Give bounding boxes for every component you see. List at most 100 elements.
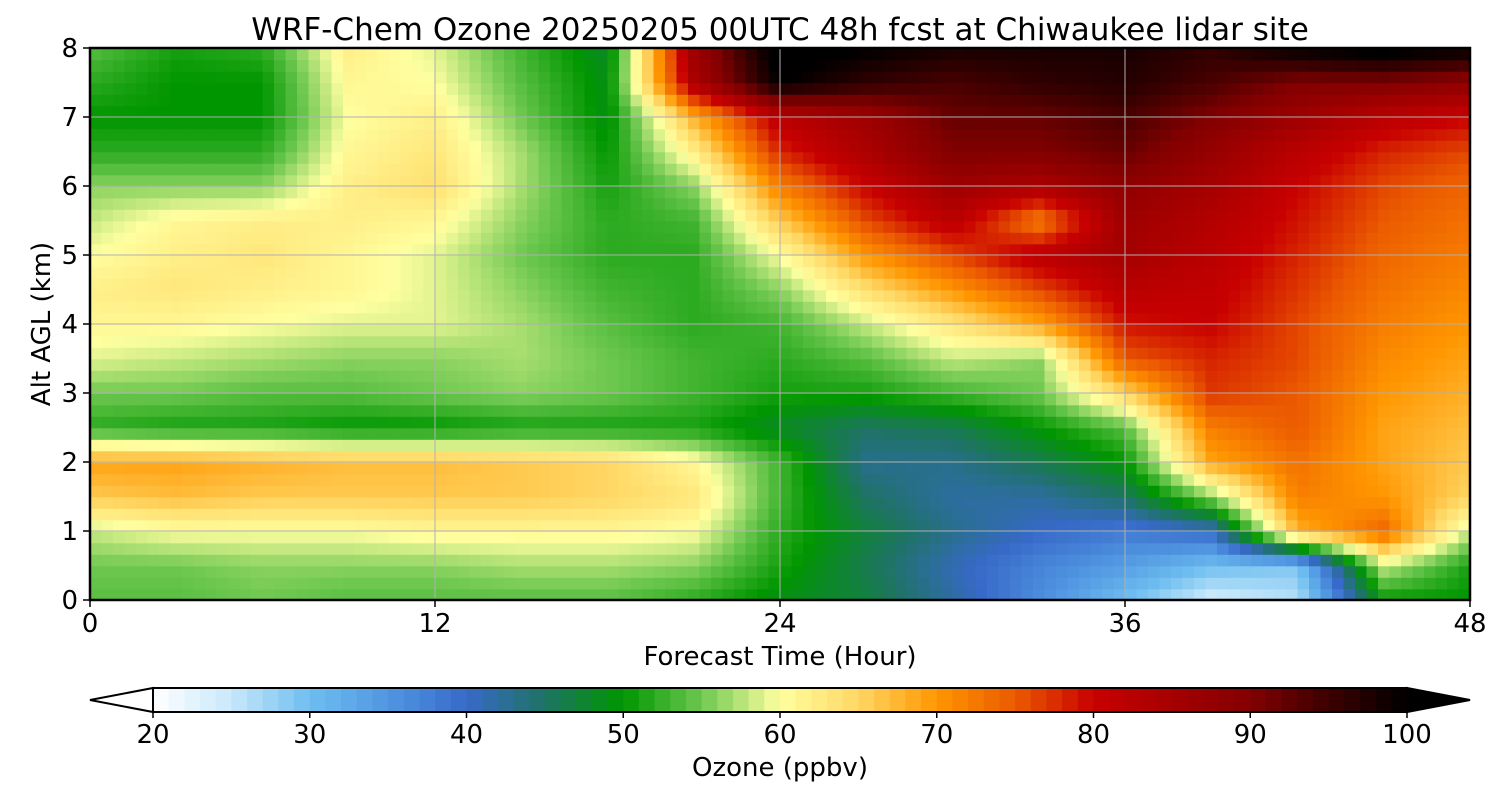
heat-cell: [205, 542, 218, 555]
heat-cell: [550, 278, 563, 291]
heat-cell: [320, 266, 333, 279]
heat-cell: [251, 358, 264, 371]
heat-cell: [504, 427, 517, 440]
heat-cell: [481, 301, 494, 314]
heat-cell: [1297, 324, 1310, 337]
heat-cell: [504, 117, 517, 130]
heat-cell: [1194, 370, 1207, 383]
heat-cell: [745, 404, 758, 417]
heat-cell: [676, 496, 689, 509]
heat-cell: [193, 312, 206, 325]
heat-cell: [1044, 554, 1057, 567]
heat-cell: [1021, 163, 1034, 176]
heat-cell: [228, 232, 241, 245]
heat-cell: [849, 209, 862, 222]
heat-cell: [193, 462, 206, 475]
heat-cell: [1332, 393, 1345, 406]
heat-cell: [1424, 209, 1437, 222]
heat-cell: [1401, 404, 1414, 417]
heat-cell: [354, 220, 367, 233]
heat-cell: [1205, 278, 1218, 291]
heat-cell: [1251, 186, 1264, 199]
heat-cell: [837, 542, 850, 555]
heat-cell: [964, 312, 977, 325]
heat-cell: [262, 117, 275, 130]
heat-cell: [642, 197, 655, 210]
heat-cell: [400, 163, 413, 176]
heat-cell: [1320, 519, 1333, 532]
heat-cell: [182, 450, 195, 463]
heat-cell: [1217, 416, 1230, 429]
heat-cell: [676, 128, 689, 141]
heat-cell: [676, 450, 689, 463]
heat-cell: [1251, 151, 1264, 164]
heat-cell: [1263, 197, 1276, 210]
heat-cell: [1182, 588, 1195, 600]
heat-cell: [722, 289, 735, 302]
heat-cell: [1090, 358, 1103, 371]
heat-cell: [1090, 266, 1103, 279]
heat-cell: [412, 232, 425, 245]
heat-cell: [895, 439, 908, 452]
heat-cell: [239, 140, 252, 153]
heat-cell: [228, 393, 241, 406]
heat-cell: [1044, 485, 1057, 498]
heat-cell: [952, 462, 965, 475]
heat-cell: [1332, 427, 1345, 440]
heat-cell: [803, 358, 816, 371]
heat-cell: [1079, 370, 1092, 383]
heat-cell: [170, 496, 183, 509]
heat-cell: [481, 416, 494, 429]
heat-cell: [1113, 335, 1126, 348]
heat-cell: [1159, 519, 1172, 532]
heat-cell: [216, 117, 229, 130]
heat-cell: [768, 197, 781, 210]
heat-cell: [860, 220, 873, 233]
heat-cell: [412, 565, 425, 578]
heat-cell: [1309, 220, 1322, 233]
heat-cell: [1125, 381, 1138, 394]
heat-cell: [722, 255, 735, 268]
heat-cell: [941, 439, 954, 452]
heat-cell: [573, 462, 586, 475]
heat-cell: [768, 508, 781, 521]
heat-cell: [1401, 128, 1414, 141]
heat-cell: [423, 151, 436, 164]
heat-cell: [377, 370, 390, 383]
heat-cell: [101, 393, 114, 406]
heat-cell: [1263, 577, 1276, 590]
heat-cell: [124, 519, 137, 532]
heat-cell: [1205, 232, 1218, 245]
heat-cell: [136, 174, 149, 187]
heat-cell: [515, 588, 528, 600]
heat-cell: [1240, 370, 1253, 383]
heat-cell: [1332, 232, 1345, 245]
heat-cell: [688, 243, 701, 256]
heat-cell: [1033, 439, 1046, 452]
heat-cell: [1067, 220, 1080, 233]
heat-cell: [1205, 220, 1218, 233]
heat-cell: [1182, 496, 1195, 509]
heat-cell: [239, 485, 252, 498]
heat-cell: [1355, 404, 1368, 417]
heat-cell: [1378, 565, 1391, 578]
heat-cell: [883, 312, 896, 325]
heat-cell: [998, 358, 1011, 371]
heat-cell: [596, 496, 609, 509]
heat-cell: [1332, 266, 1345, 279]
heat-cell: [987, 554, 1000, 567]
heat-cell: [159, 243, 172, 256]
heat-cell: [1148, 197, 1161, 210]
heat-cell: [285, 519, 298, 532]
heat-cell: [1447, 439, 1460, 452]
heat-cell: [1090, 393, 1103, 406]
heat-cell: [1251, 335, 1264, 348]
heat-cell: [331, 151, 344, 164]
heat-cell: [147, 324, 160, 337]
heat-cell: [435, 565, 448, 578]
heat-cell: [1378, 197, 1391, 210]
heat-cell: [757, 439, 770, 452]
heat-cell: [642, 243, 655, 256]
heat-cell: [90, 301, 103, 314]
heat-cell: [722, 577, 735, 590]
